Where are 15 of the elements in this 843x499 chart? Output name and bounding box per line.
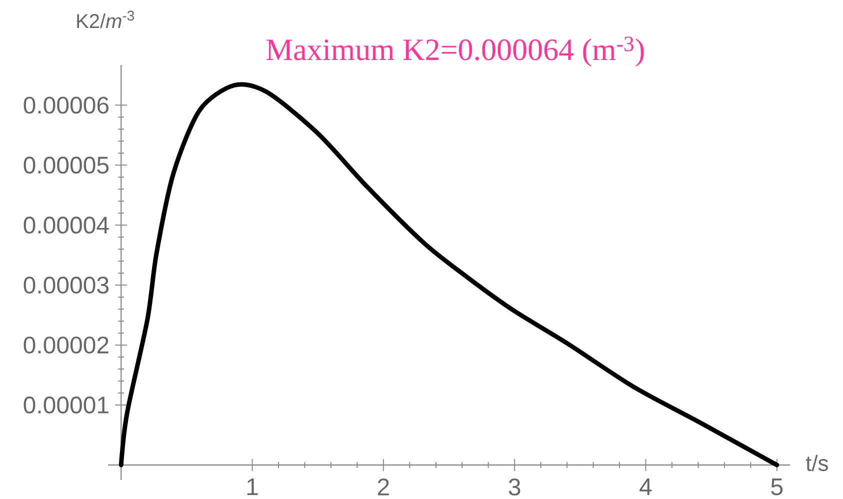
x-axis-title: t/s (806, 454, 828, 472)
x-tick-label: 2 (378, 478, 389, 496)
y-tick-label: 0.00005 (24, 156, 109, 174)
x-tick-label: 3 (508, 478, 520, 496)
y-tick-label: 0.00003 (24, 276, 109, 294)
y-axis-title: K2/m$^{-3}$ (77, 10, 134, 28)
x-tick-label: 4 (640, 478, 652, 496)
line-series (118, 82, 780, 468)
y-tick-label: 0.00006 (24, 96, 109, 114)
y-tick-label: 0.00004 (24, 216, 109, 234)
x-tick-label: 1 (247, 478, 258, 496)
y-tick-label: 0.00001 (24, 396, 108, 414)
y-tick-label: 0.00002 (24, 336, 108, 354)
annotation: Maximum K2=0.000064 (m$^{-3}$) (266, 36, 644, 67)
x-tick-label: 5 (771, 478, 783, 496)
